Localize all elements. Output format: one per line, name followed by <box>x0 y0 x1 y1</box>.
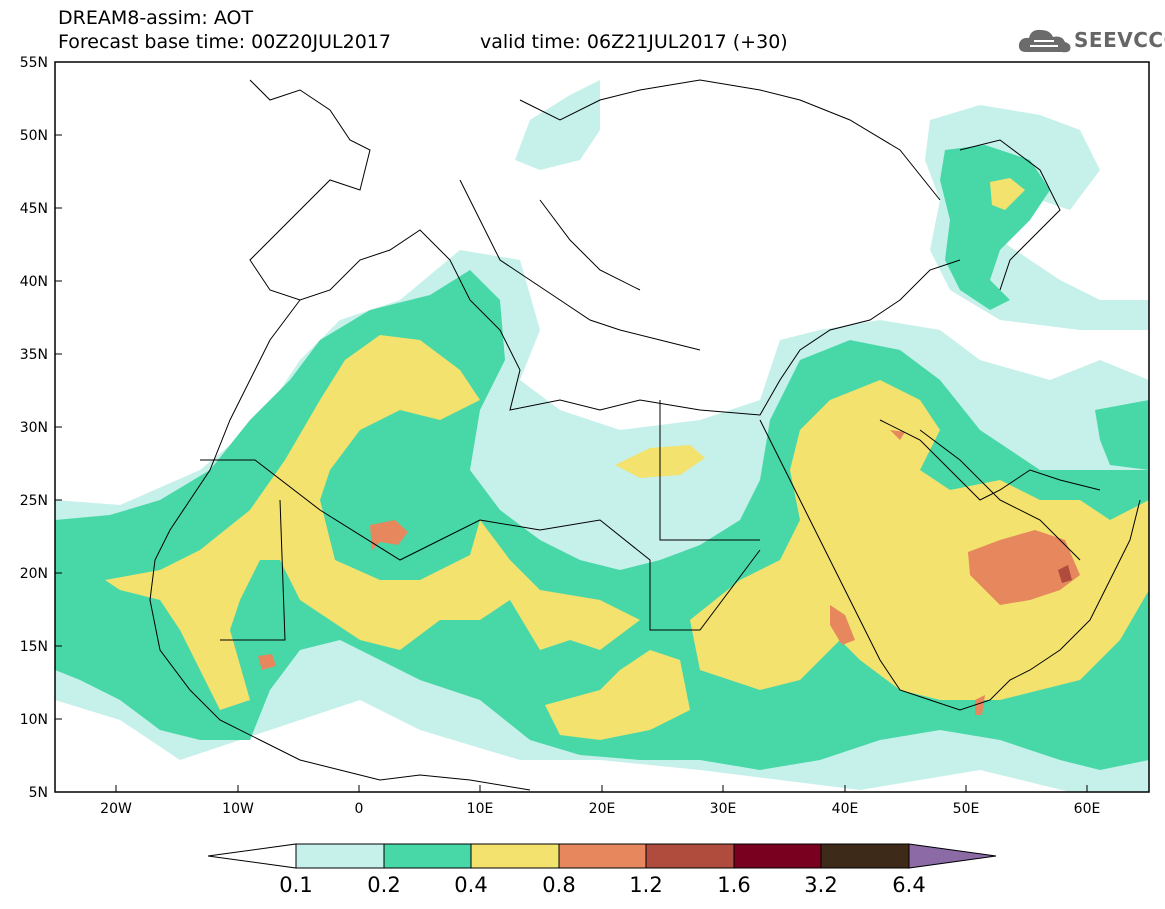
logo-text: SEEVCCC <box>1074 28 1165 52</box>
lat-tick-label: 15N <box>20 639 48 655</box>
lat-tick-label: 20N <box>20 566 48 582</box>
lat-tick-label: 30N <box>20 420 48 436</box>
colorbar-label: 6.4 <box>892 873 925 897</box>
lat-tick-label: 10N <box>20 712 48 728</box>
colorbar-label: 1.6 <box>717 873 750 897</box>
aot-contour-yellow <box>105 335 640 710</box>
colorbar-label: 1.2 <box>629 873 662 897</box>
lat-tick-label: 25N <box>20 493 48 509</box>
colorbar-label: 3.2 <box>804 873 837 897</box>
lon-tick-label: 10E <box>467 801 494 817</box>
lon-axis: 20W 10W 0 10E 20E 30E 40E 50E 60E <box>100 785 1100 817</box>
colorbar: 0.1 0.2 0.4 0.8 1.2 1.6 3.2 6.4 <box>207 843 997 897</box>
map-title: DREAM8-assim: AOT <box>58 7 254 29</box>
lon-tick-label: 0 <box>355 801 364 817</box>
valid-time-label: valid time: 06Z21JUL2017 (+30) <box>480 31 788 53</box>
colorbar-swatch <box>558 843 647 869</box>
lon-tick-label: 60E <box>1074 801 1101 817</box>
colorbar-swatch <box>645 843 735 869</box>
colorbar-swatch <box>295 843 385 869</box>
aot-contour-orange <box>370 520 408 550</box>
lat-tick-label: 45N <box>20 201 48 217</box>
lat-axis: 55N 50N 45N 40N 35N 30N 25N 20N 15N 10N … <box>20 55 62 801</box>
base-time-label: Forecast base time: 00Z20JUL2017 <box>58 31 391 53</box>
colorbar-low-arrow <box>207 843 297 869</box>
lon-tick-label: 20E <box>589 801 616 817</box>
coastlines <box>149 79 1141 791</box>
colorbar-swatch <box>820 843 910 869</box>
colorbar-high-arrow <box>908 843 997 869</box>
lat-tick-label: 50N <box>20 128 48 144</box>
cloud-icon <box>1018 29 1071 53</box>
lon-tick-label: 40E <box>832 801 859 817</box>
colorbar-label: 0.8 <box>542 873 575 897</box>
colorbar-swatch <box>733 843 822 869</box>
colorbar-label: 0.2 <box>367 873 400 897</box>
lon-tick-label: 10W <box>222 801 254 817</box>
lat-tick-label: 5N <box>29 785 48 801</box>
colorbar-label: 0.1 <box>279 873 312 897</box>
seevccc-logo: SEEVCCC <box>1018 26 1165 56</box>
colorbar-label: 0.4 <box>454 873 487 897</box>
lat-tick-label: 40N <box>20 274 48 290</box>
colorbar-swatch <box>470 843 560 869</box>
lon-tick-label: 50E <box>953 801 980 817</box>
lat-tick-label: 55N <box>20 55 48 71</box>
lon-tick-label: 20W <box>100 801 132 817</box>
colorbar-swatch <box>383 843 472 869</box>
aot-field <box>55 62 1149 792</box>
lat-tick-label: 35N <box>20 347 48 363</box>
lon-tick-label: 30E <box>710 801 737 817</box>
